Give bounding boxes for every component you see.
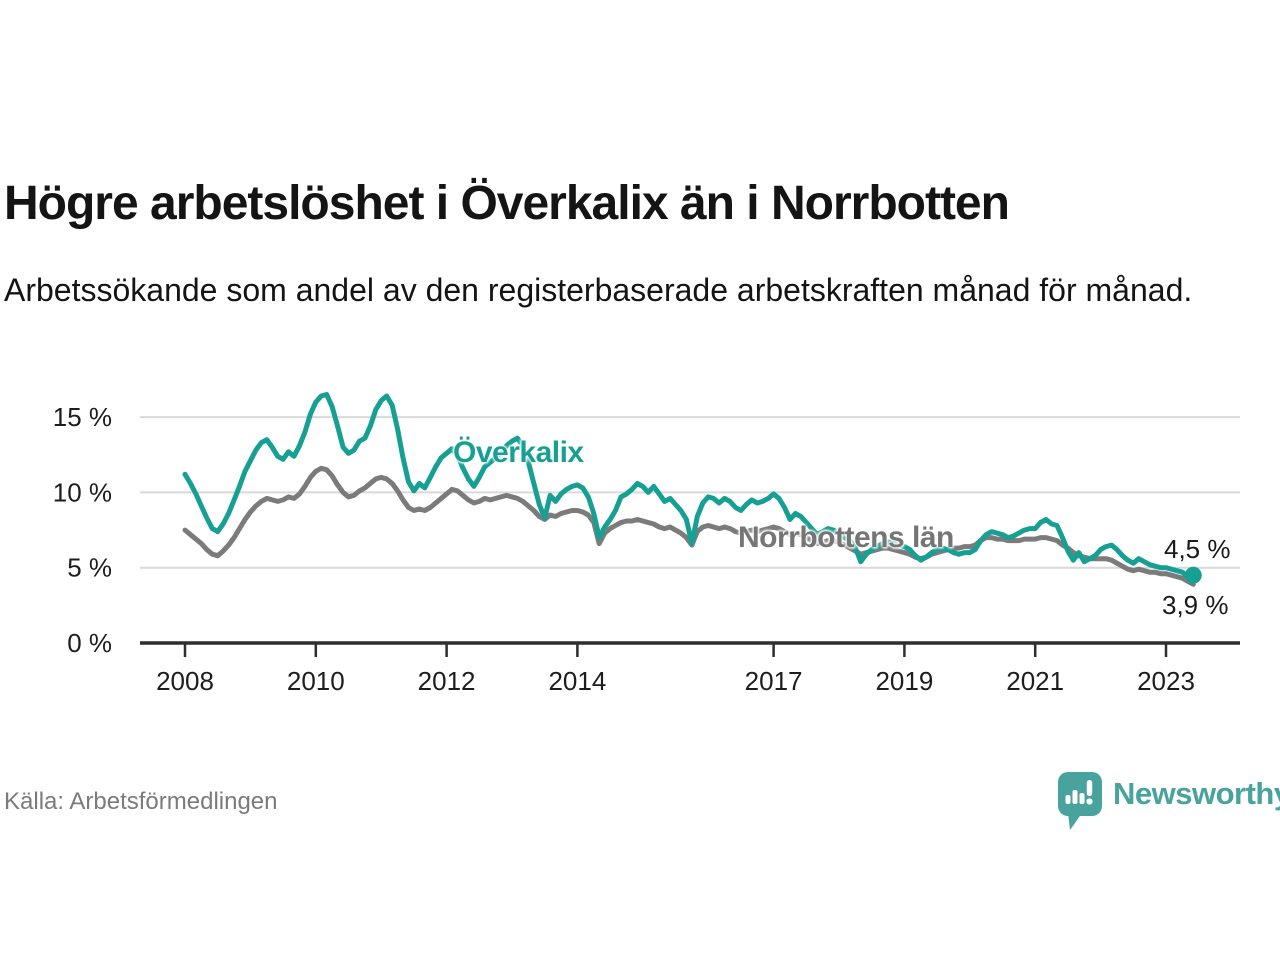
x-axis-tick-label: 2008 <box>156 666 214 696</box>
newsworthy-brand-text: Newsworthy <box>1113 776 1280 811</box>
x-axis-tick-label: 2014 <box>548 666 606 696</box>
x-axis-tick-label: 2023 <box>1137 666 1195 696</box>
end-value-label-overkalix: 4,5 % <box>1164 534 1231 564</box>
source-text: Källa: Arbetsförmedlingen <box>4 788 278 815</box>
newsworthy-logo-icon <box>1058 772 1102 830</box>
page-subtitle: Arbetssökande som andel av den registerb… <box>4 272 1193 308</box>
y-axis-tick-label: 0 % <box>67 628 112 658</box>
series-end-dot <box>1184 566 1202 584</box>
series-label-overkalix: Överkalix <box>453 436 584 469</box>
newsworthy-logo: Newsworthy <box>1057 772 1280 832</box>
x-axis-tick-label: 2019 <box>875 666 933 696</box>
page-title: Högre arbetslöshet i Överkalix än i Norr… <box>4 177 1010 231</box>
y-axis-tick-label: 5 % <box>67 553 112 583</box>
x-axis-tick-label: 2017 <box>745 666 803 696</box>
series-label-norrbotten: Norrbottens län <box>738 521 954 554</box>
x-axis-tick-label: 2021 <box>1006 666 1064 696</box>
x-axis-tick-label: 2010 <box>287 666 345 696</box>
y-axis-tick-label: 15 % <box>53 402 112 432</box>
x-axis-tick-label: 2012 <box>418 666 476 696</box>
series-line--verkalix <box>182 392 1196 580</box>
y-axis-tick-label: 10 % <box>53 477 112 507</box>
end-value-label-norrbotten: 3,9 % <box>1162 590 1229 620</box>
